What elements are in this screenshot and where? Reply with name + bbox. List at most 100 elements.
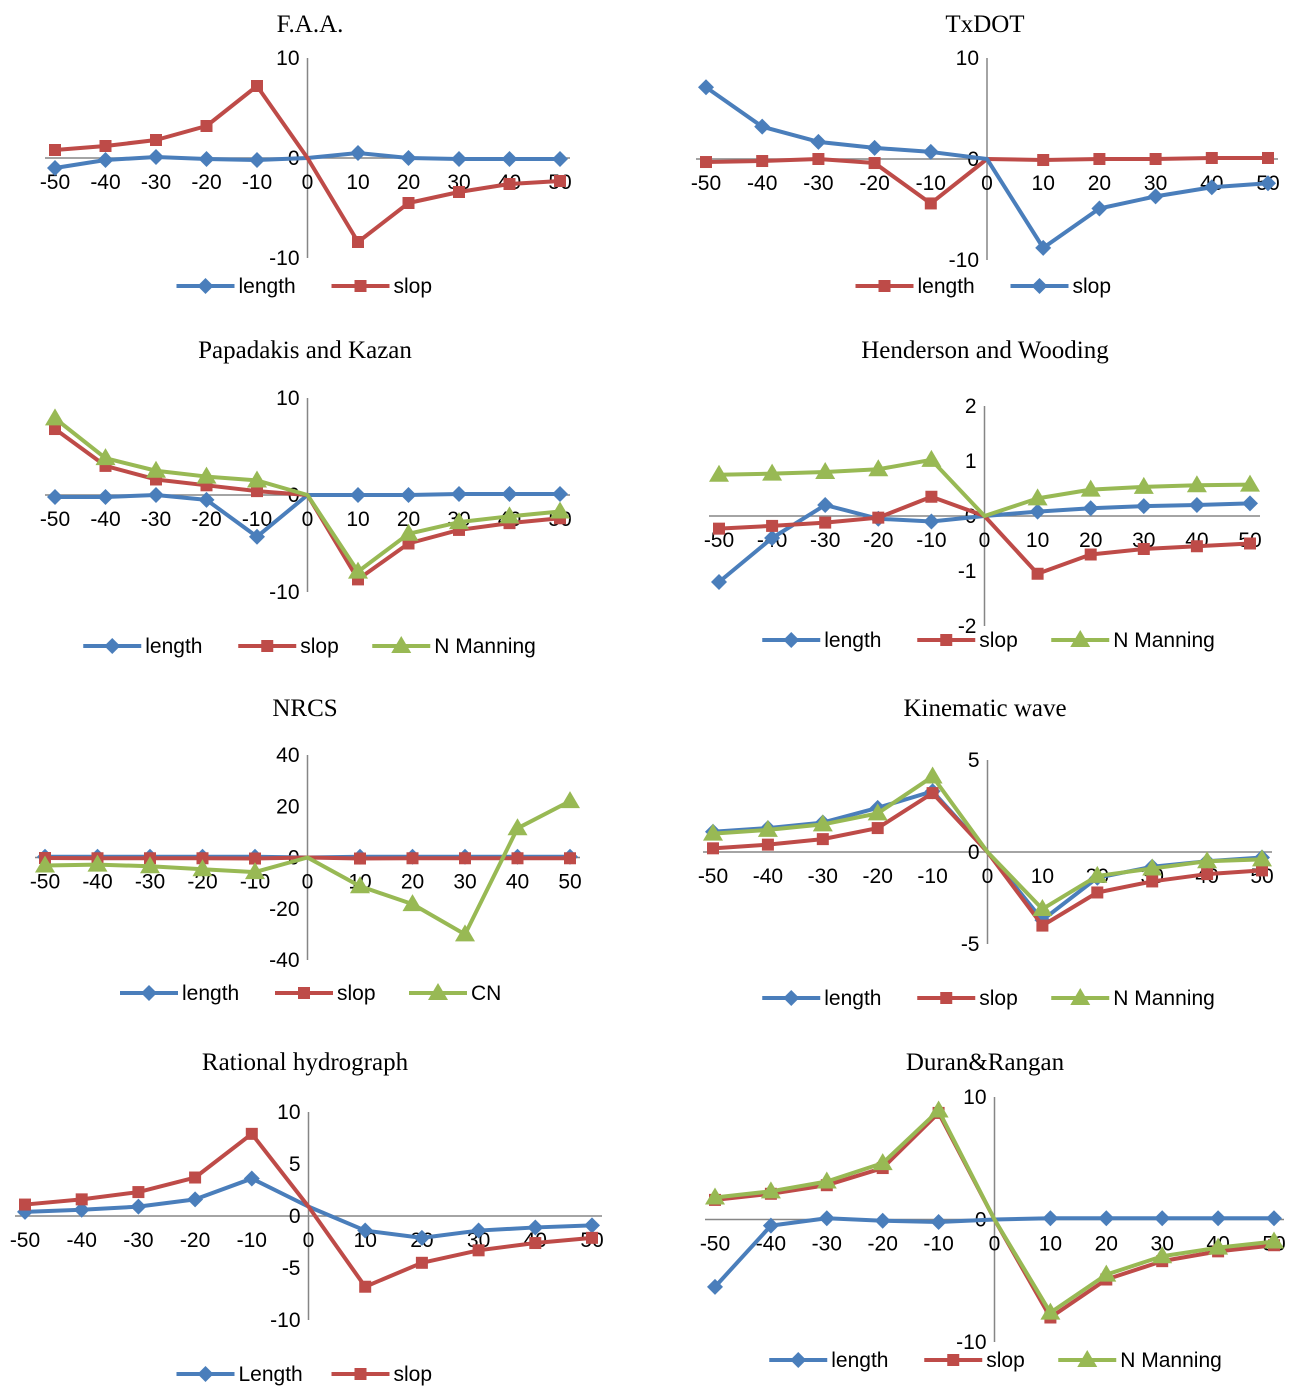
- data-point: [762, 1217, 779, 1234]
- data-point: [757, 819, 778, 837]
- chart-panel: Henderson and Wooding210-1-2-50-40-30-20…: [704, 337, 1262, 652]
- chart-panel: TxDOT100-10-50-40-30-20-1001020304050len…: [691, 11, 1280, 298]
- legend-label: N Manning: [434, 635, 536, 658]
- data-point: [196, 466, 217, 484]
- data-point: [1147, 188, 1164, 205]
- data-point: [1146, 875, 1159, 888]
- legend: Length slop: [176, 1363, 432, 1386]
- x-tick-label: -10: [242, 171, 272, 194]
- data-point: [764, 530, 781, 546]
- data-point: [87, 854, 108, 872]
- legend: length slop: [855, 275, 1112, 298]
- y-tick-label: -5: [961, 933, 980, 956]
- y-tick-label: 5: [968, 749, 980, 772]
- x-tick-label: -50: [30, 871, 60, 894]
- data-point: [868, 459, 889, 477]
- data-point: [552, 151, 568, 167]
- legend-marker: [141, 985, 157, 1001]
- data-point: [703, 823, 723, 841]
- data-point: [754, 118, 771, 135]
- data-point: [75, 1193, 88, 1206]
- data-point: [249, 152, 265, 168]
- x-tick-label: -20: [863, 865, 893, 888]
- data-point: [1205, 151, 1218, 164]
- series-line: [44, 799, 571, 937]
- data-point: [187, 1191, 204, 1208]
- data-point: [413, 1229, 430, 1246]
- y-tick-label: -20: [269, 898, 299, 921]
- x-tick-label: -20: [191, 171, 221, 194]
- data-point: [511, 852, 524, 865]
- data-point: [1036, 919, 1049, 932]
- series-line: [704, 85, 1269, 250]
- data-point: [584, 1217, 600, 1234]
- legend-label: slop: [986, 1349, 1025, 1372]
- data-point: [586, 1231, 598, 1244]
- data-point: [1133, 476, 1154, 494]
- data-point: [501, 151, 518, 167]
- x-tick-label: -30: [141, 508, 171, 531]
- legend-item: slop: [917, 987, 1018, 1010]
- chart-title: Duran&Rangan: [906, 1049, 1065, 1076]
- x-tick-label: 20: [1079, 529, 1102, 552]
- x-tick-label: 0: [982, 865, 994, 888]
- x-tick-label: 10: [1026, 529, 1049, 552]
- legend-label: Length: [239, 1363, 303, 1386]
- data-point: [552, 486, 568, 503]
- data-point: [503, 178, 516, 190]
- data-point: [1087, 865, 1108, 883]
- data-point: [1096, 1264, 1117, 1282]
- data-point: [707, 1278, 723, 1295]
- data-point: [354, 852, 366, 865]
- legend-marker: [197, 278, 214, 294]
- y-tick-label: 5: [289, 1153, 301, 1176]
- data-point: [148, 487, 164, 503]
- data-point: [815, 462, 836, 479]
- data-point: [1210, 1210, 1227, 1227]
- y-tick-label: 20: [276, 795, 299, 818]
- x-tick-label: 20: [397, 508, 420, 531]
- legend-marker: [947, 1354, 960, 1366]
- chart-title: Kinematic wave: [903, 695, 1066, 722]
- legend-item: N Manning: [1051, 629, 1215, 652]
- x-tick-label: -10: [923, 1233, 953, 1256]
- legend-item: length: [762, 629, 881, 652]
- data-point: [472, 1244, 485, 1257]
- data-point: [1080, 479, 1101, 497]
- x-tick-label: -50: [698, 865, 728, 888]
- data-point: [924, 197, 937, 210]
- data-point: [350, 487, 366, 503]
- data-point: [35, 855, 55, 873]
- data-point: [47, 488, 63, 505]
- data-point: [1154, 1210, 1171, 1227]
- data-point: [400, 487, 417, 503]
- legend-label: length: [831, 1349, 888, 1372]
- data-point: [501, 486, 518, 503]
- data-point: [705, 1187, 725, 1205]
- data-point: [350, 145, 366, 161]
- series-n-manning: [703, 766, 1272, 917]
- data-point: [1035, 239, 1052, 256]
- x-tick-label: -20: [191, 508, 221, 531]
- data-point: [925, 490, 938, 503]
- legend-item: slop: [275, 982, 376, 1005]
- legend-label: N Manning: [1113, 629, 1215, 652]
- data-point: [1252, 849, 1272, 867]
- series-n-manning: [705, 1100, 1284, 1320]
- data-point: [406, 852, 419, 865]
- legend-label: length: [145, 635, 202, 658]
- legend-label: slop: [1073, 275, 1112, 298]
- data-point: [251, 80, 263, 92]
- data-point: [760, 1181, 781, 1199]
- y-tick-label: -1: [958, 560, 977, 583]
- legend-label: slop: [394, 275, 433, 298]
- chart-title: Rational hydrograph: [202, 1049, 409, 1076]
- data-point: [817, 497, 834, 513]
- data-point: [243, 1170, 260, 1187]
- data-point: [928, 1100, 949, 1118]
- data-point: [1190, 540, 1203, 553]
- data-point: [1137, 543, 1150, 555]
- data-point: [47, 160, 63, 176]
- data-point: [816, 833, 829, 846]
